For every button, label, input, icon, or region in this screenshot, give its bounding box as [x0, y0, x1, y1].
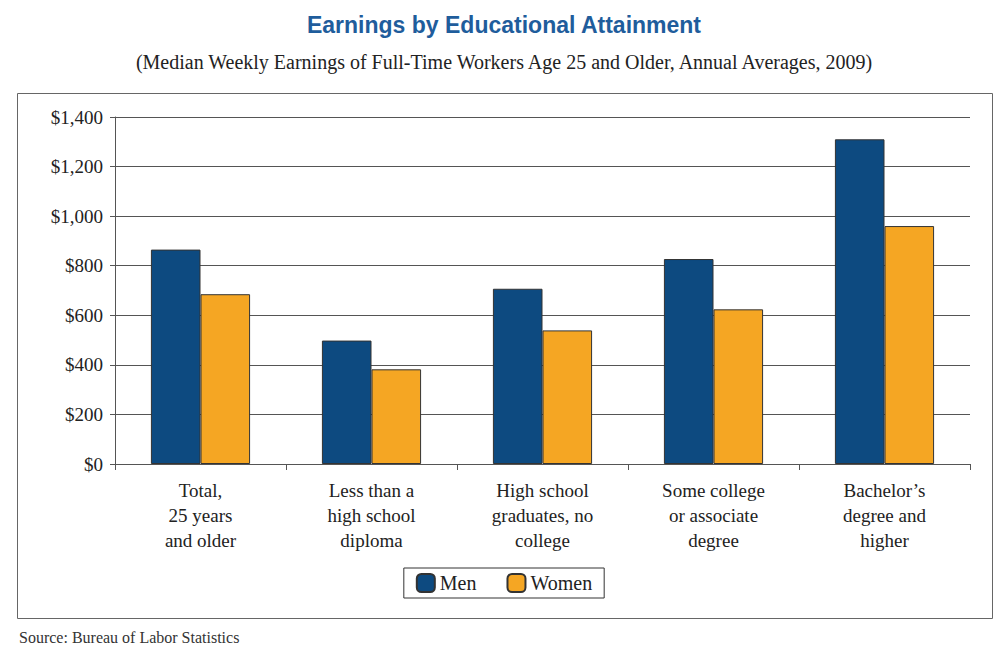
svg-text:higher: higher: [860, 530, 909, 551]
svg-text:Less than a: Less than a: [329, 480, 415, 501]
svg-text:$1,000: $1,000: [51, 206, 103, 227]
svg-text:degree: degree: [688, 530, 739, 551]
svg-text:Total,: Total,: [179, 480, 223, 501]
svg-text:degree and: degree and: [843, 505, 926, 526]
svg-text:$400: $400: [65, 354, 103, 375]
svg-text:$0: $0: [84, 454, 103, 475]
svg-text:and older: and older: [165, 530, 237, 551]
svg-text:Source: Bureau of Labor Statis: Source: Bureau of Labor Statistics: [19, 629, 239, 646]
svg-text:$200: $200: [65, 404, 103, 425]
svg-text:High school: High school: [496, 480, 588, 501]
svg-text:25 years: 25 years: [169, 505, 233, 526]
svg-text:$1,400: $1,400: [51, 107, 103, 128]
svg-text:$600: $600: [65, 305, 103, 326]
svg-text:Bachelor’s: Bachelor’s: [844, 480, 926, 501]
svg-text:Earnings by Educational Attain: Earnings by Educational Attainment: [307, 12, 701, 38]
svg-text:Some college: Some college: [662, 480, 765, 501]
svg-text:diploma: diploma: [340, 530, 403, 551]
svg-text:(Median Weekly Earnings of Ful: (Median Weekly Earnings of Full-Time Wor…: [136, 51, 872, 74]
svg-text:$800: $800: [65, 255, 103, 276]
svg-text:or associate: or associate: [669, 505, 758, 526]
svg-text:high school: high school: [327, 505, 415, 526]
svg-text:Men: Men: [440, 572, 477, 594]
svg-text:college: college: [515, 530, 570, 551]
svg-text:$1,200: $1,200: [51, 156, 103, 177]
svg-text:Women: Women: [530, 572, 592, 594]
svg-text:graduates, no: graduates, no: [492, 505, 593, 526]
